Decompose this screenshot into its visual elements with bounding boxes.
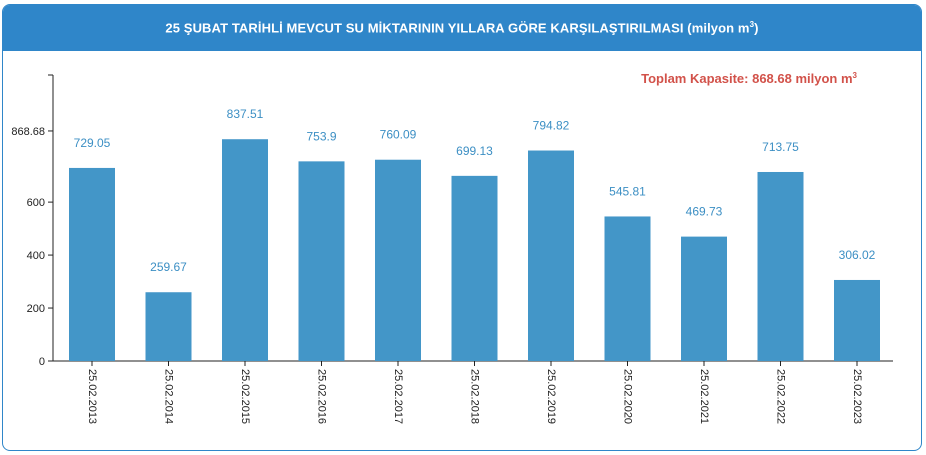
bar xyxy=(604,216,651,361)
x-tick-label: 25.02.2016 xyxy=(316,369,328,424)
y-tick-label: 400 xyxy=(27,250,45,262)
data-label: 729.05 xyxy=(74,136,111,150)
bar xyxy=(222,139,268,361)
x-tick-label: 25.02.2021 xyxy=(698,369,710,424)
x-tick-label: 25.02.2022 xyxy=(775,369,787,424)
total-capacity-note: Toplam Kapasite: 868.68 milyon m3 xyxy=(641,71,857,86)
bar xyxy=(375,159,421,361)
bar xyxy=(69,167,115,361)
data-label: 259.67 xyxy=(150,260,187,274)
x-tick-label: 25.02.2020 xyxy=(622,369,634,424)
bar xyxy=(145,292,192,361)
data-label: 545.81 xyxy=(609,184,646,198)
bar xyxy=(834,279,880,361)
data-label: 760.09 xyxy=(380,128,417,142)
x-tick-label: 25.02.2013 xyxy=(86,369,98,424)
data-label: 753.9 xyxy=(306,129,336,143)
y-tick-label: 0 xyxy=(39,356,45,368)
y-tick-label: 600 xyxy=(27,197,45,209)
bar xyxy=(451,175,498,361)
y-tick-label: 200 xyxy=(27,303,45,315)
bar xyxy=(681,236,727,361)
x-tick-label: 25.02.2023 xyxy=(851,369,863,424)
bar xyxy=(757,171,804,361)
bar xyxy=(298,161,345,361)
x-tick-label: 25.02.2014 xyxy=(163,369,175,424)
data-label: 837.51 xyxy=(227,107,264,121)
data-label: 306.02 xyxy=(839,248,876,262)
data-label: 794.82 xyxy=(533,119,570,133)
x-tick-label: 25.02.2017 xyxy=(392,369,404,424)
y-tick-label: 868.68 xyxy=(11,126,45,138)
chart-title: 25 ŞUBAT TARİHLİ MEVCUT SU MİKTARININ YI… xyxy=(165,20,759,36)
x-tick-label: 25.02.2019 xyxy=(545,369,557,424)
data-label: 713.75 xyxy=(762,140,799,154)
data-label: 469.73 xyxy=(686,205,723,219)
data-label: 699.13 xyxy=(456,144,493,158)
chart-title-bar: 25 ŞUBAT TARİHLİ MEVCUT SU MİKTARININ YI… xyxy=(3,5,921,51)
x-tick-label: 25.02.2018 xyxy=(469,369,481,424)
x-tick-label: 25.02.2015 xyxy=(239,369,251,424)
bar xyxy=(528,150,574,361)
